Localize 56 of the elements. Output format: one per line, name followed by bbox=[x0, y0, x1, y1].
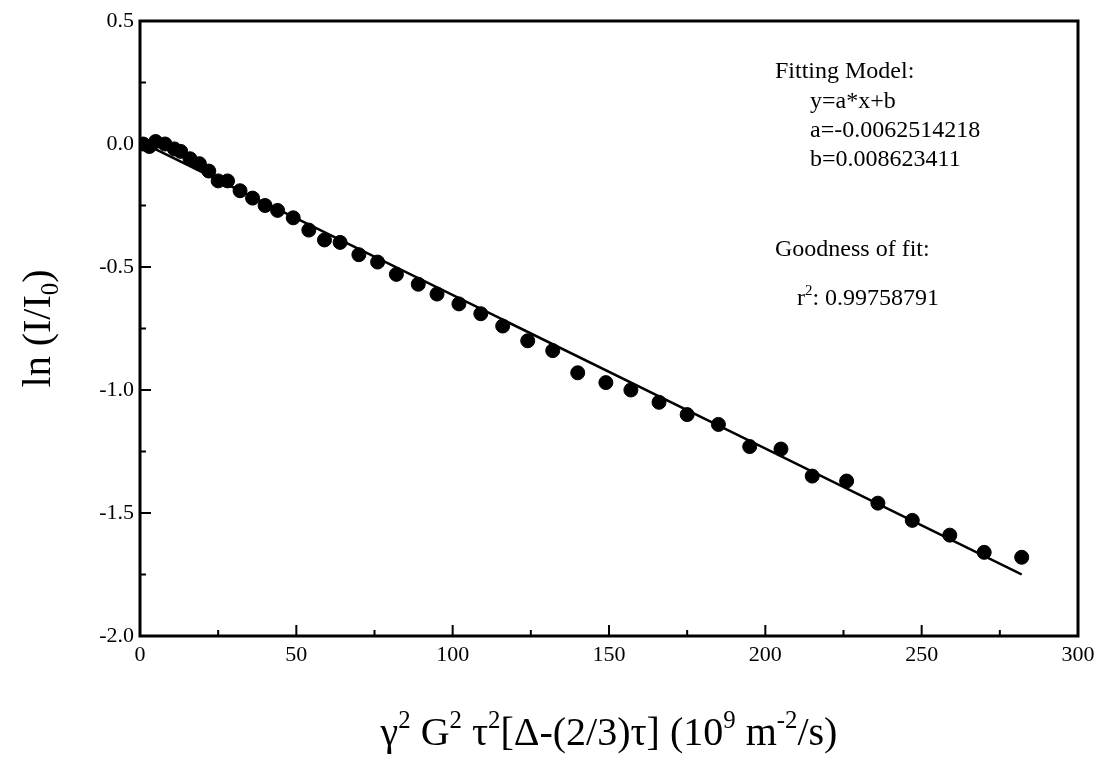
y-tick-label: -1.0 bbox=[99, 375, 134, 401]
point bbox=[232, 183, 248, 199]
point bbox=[370, 254, 386, 270]
point bbox=[651, 394, 667, 410]
y-tick-label: 0.0 bbox=[106, 129, 134, 155]
point bbox=[388, 266, 404, 282]
point bbox=[173, 143, 189, 159]
point bbox=[220, 173, 236, 189]
point bbox=[201, 163, 217, 179]
point bbox=[1014, 549, 1030, 565]
point bbox=[316, 232, 332, 248]
point bbox=[904, 512, 920, 528]
annotation: Fitting Model: bbox=[775, 57, 915, 83]
point bbox=[410, 276, 426, 292]
x-tick-label: 100 bbox=[436, 640, 470, 666]
point bbox=[773, 441, 789, 457]
x-tick-label: 0 bbox=[134, 640, 146, 666]
annotation: a=-0.0062514218 bbox=[810, 116, 981, 142]
point bbox=[545, 343, 561, 359]
y-axis-title: ln (I/I0) bbox=[14, 269, 63, 388]
x-tick-label: 200 bbox=[748, 640, 782, 666]
point bbox=[710, 416, 726, 432]
point bbox=[679, 407, 695, 423]
x-tick-label: 300 bbox=[1061, 640, 1095, 666]
point bbox=[870, 495, 886, 511]
annotation: y=a*x+b bbox=[810, 87, 896, 113]
point bbox=[570, 365, 586, 381]
point bbox=[623, 382, 639, 398]
point bbox=[270, 202, 286, 218]
point bbox=[942, 527, 958, 543]
y-tick-label: 0.5 bbox=[106, 6, 134, 32]
x-tick-label: 250 bbox=[905, 640, 939, 666]
point bbox=[332, 234, 348, 250]
point bbox=[976, 544, 992, 560]
y-tick-label: -1.5 bbox=[99, 498, 134, 524]
point bbox=[839, 473, 855, 489]
point bbox=[429, 286, 445, 302]
y-tick-label: -2.0 bbox=[99, 621, 134, 647]
annotation: b=0.008623411 bbox=[810, 145, 961, 171]
point bbox=[245, 190, 261, 206]
point bbox=[804, 468, 820, 484]
point bbox=[473, 306, 489, 322]
x-tick-label: 50 bbox=[285, 640, 308, 666]
annotation: Goodness of fit: bbox=[775, 235, 930, 261]
y-tick-label: -0.5 bbox=[99, 252, 134, 278]
point bbox=[257, 198, 273, 213]
point bbox=[285, 210, 301, 226]
point bbox=[742, 439, 758, 455]
point bbox=[520, 333, 536, 349]
point bbox=[451, 296, 467, 312]
point bbox=[191, 156, 207, 172]
point bbox=[301, 222, 317, 238]
x-tick-label: 150 bbox=[592, 640, 626, 666]
point bbox=[351, 247, 367, 263]
point bbox=[495, 318, 511, 334]
point bbox=[598, 375, 614, 391]
